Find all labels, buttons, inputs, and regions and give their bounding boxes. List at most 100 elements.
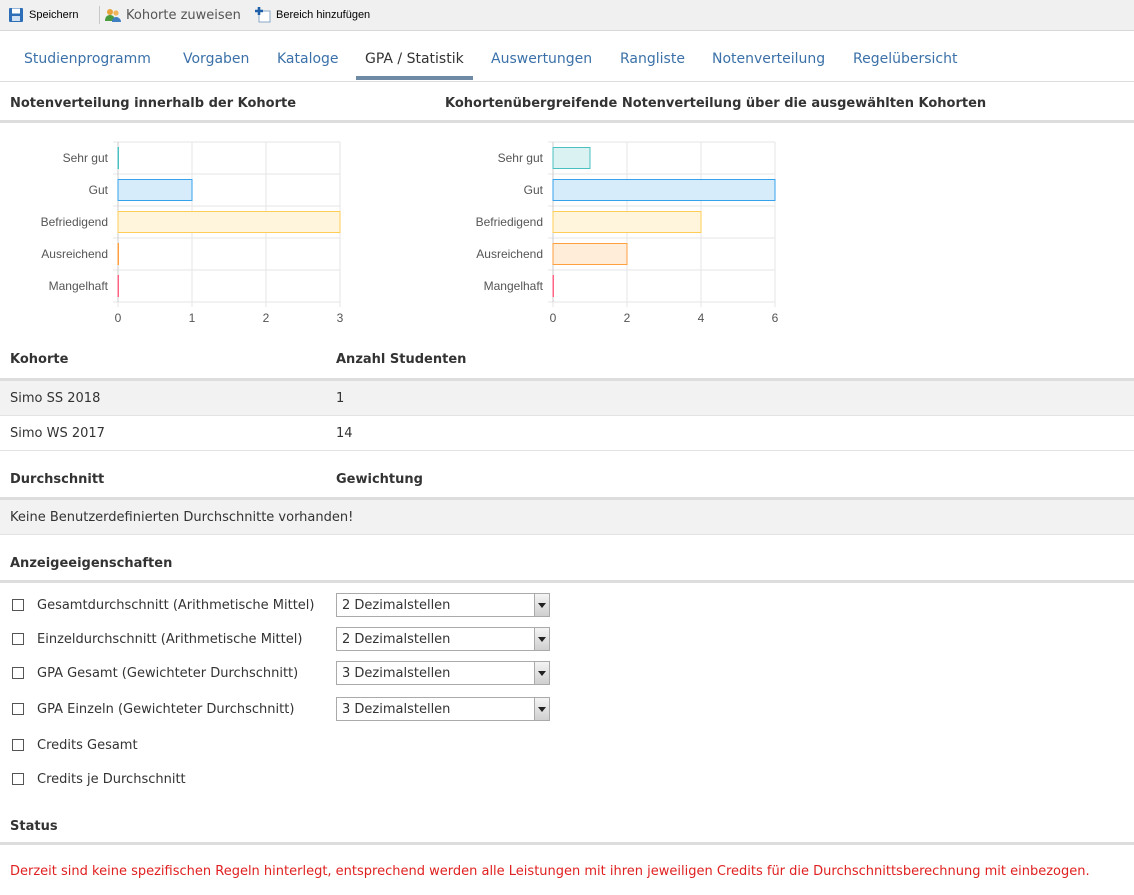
bar	[117, 275, 119, 297]
checkbox[interactable]	[12, 633, 24, 645]
checkbox[interactable]	[12, 739, 24, 751]
bar	[552, 243, 628, 265]
cohort-name: Simo SS 2018	[10, 391, 101, 406]
bar	[117, 179, 193, 201]
option-row[interactable]: GPA Einzeln (Gewichteter Durchschnitt)	[12, 697, 294, 721]
col-header-average: Durchschnitt	[10, 472, 105, 487]
option-label: Credits Gesamt	[37, 737, 138, 753]
tab-regeluebersicht[interactable]: Regelübersicht	[853, 51, 958, 67]
student-count: 14	[336, 426, 353, 441]
tab-studienprogramm[interactable]: Studienprogramm	[24, 51, 151, 67]
option-row[interactable]: Credits Gesamt	[12, 733, 138, 757]
option-label: Credits je Durchschnitt	[37, 771, 186, 787]
y-tick-label: Sehr gut	[63, 151, 109, 165]
add-section-button[interactable]: Bereich hinzufügen	[255, 0, 370, 30]
option-label: Gesamtdurchschnitt (Arithmetische Mittel…	[37, 597, 315, 613]
assign-cohort-label: Kohorte zuweisen	[126, 7, 241, 23]
y-tick-label: Befriedigend	[41, 215, 108, 229]
tab-rangliste[interactable]: Rangliste	[620, 51, 685, 67]
select-value: 3 Dezimalstellen	[342, 702, 451, 717]
checkbox[interactable]	[12, 773, 24, 785]
option-label: GPA Gesamt (Gewichteter Durchschnitt)	[37, 665, 299, 681]
save-button[interactable]: Speichern	[8, 0, 79, 30]
option-row[interactable]: Gesamtdurchschnitt (Arithmetische Mittel…	[12, 593, 314, 617]
decimals-select[interactable]: 3 Dezimalstellen	[336, 661, 550, 685]
assign-cohort-button[interactable]: Kohorte zuweisen	[105, 0, 241, 30]
option-row[interactable]: Einzeldurchschnitt (Arithmetische Mittel…	[12, 627, 302, 651]
tab-gpa-statistik[interactable]: GPA / Statistik	[365, 51, 464, 67]
decimals-select[interactable]: 2 Dezimalstellen	[336, 593, 550, 617]
display-props-title: Anzeigeeigenschaften	[10, 556, 173, 571]
bar	[552, 275, 554, 297]
active-tab-indicator	[356, 76, 473, 80]
bar	[552, 147, 591, 169]
col-header-weighting: Gewichtung	[336, 472, 423, 487]
option-label: GPA Einzeln (Gewichteter Durchschnitt)	[37, 701, 295, 717]
chart-left-title: Notenverteilung innerhalb der Kohorte	[10, 96, 297, 111]
y-tick-label: Befriedigend	[476, 215, 543, 229]
chart-right: 0 2 4 6 Sehr gut Gut Befriedigend Ausreichend Ma…	[476, 141, 779, 325]
tab-vorgaben[interactable]: Vorgaben	[183, 51, 250, 67]
x-tick-label: 4	[698, 311, 705, 325]
student-count: 1	[336, 391, 345, 406]
checkbox[interactable]	[12, 599, 24, 611]
col-header-cohort: Kohorte	[10, 352, 69, 367]
x-tick-label: 1	[189, 311, 196, 325]
add-section-label: Bereich hinzufügen	[276, 9, 371, 21]
floppy-disk-icon	[8, 7, 24, 23]
col-header-count: Anzahl Studenten	[336, 352, 467, 367]
save-label: Speichern	[29, 9, 79, 21]
status-title: Status	[10, 819, 58, 834]
bar	[117, 147, 119, 169]
table-row-empty: Keine Benutzerdefinierten Durchschnitte …	[0, 500, 1134, 535]
x-tick-label: 0	[115, 311, 122, 325]
tab-auswertungen[interactable]: Auswertungen	[491, 51, 593, 67]
y-tick-label: Gut	[524, 183, 544, 197]
option-row[interactable]: GPA Gesamt (Gewichteter Durchschnitt)	[12, 661, 298, 685]
chevron-down-icon[interactable]	[534, 628, 549, 650]
select-value: 3 Dezimalstellen	[342, 666, 451, 681]
x-tick-label: 2	[624, 311, 631, 325]
y-tick-label: Mangelhaft	[49, 279, 109, 293]
checkbox[interactable]	[12, 667, 24, 679]
decimals-select[interactable]: 2 Dezimalstellen	[336, 627, 550, 651]
x-tick-label: 0	[550, 311, 557, 325]
table-row: Simo WS 2017 14	[0, 416, 1134, 451]
tab-bar: Studienprogramm Vorgaben Kataloge GPA / …	[0, 31, 1134, 82]
select-value: 2 Dezimalstellen	[342, 598, 451, 613]
x-tick-label: 2	[263, 311, 270, 325]
x-tick-label: 6	[772, 311, 779, 325]
y-tick-label: Sehr gut	[498, 151, 544, 165]
tab-notenverteilung[interactable]: Notenverteilung	[712, 51, 826, 67]
chevron-down-icon[interactable]	[534, 662, 549, 684]
option-row[interactable]: Credits je Durchschnitt	[12, 767, 186, 791]
y-tick-label: Ausreichend	[476, 247, 543, 261]
option-label: Einzeldurchschnitt (Arithmetische Mittel…	[37, 631, 303, 647]
chart-left: 0 1 2 3 Sehr gut Gut Befriedigend Ausreichend Ma…	[41, 141, 344, 325]
toolbar: Speichern Kohorte zuweisen Bereich hinzu…	[0, 0, 1134, 31]
table-header-rule	[0, 378, 1134, 381]
chevron-down-icon[interactable]	[534, 698, 549, 720]
empty-message: Keine Benutzerdefinierten Durchschnitte …	[10, 510, 354, 525]
users-icon	[105, 7, 121, 23]
add-page-icon	[255, 7, 271, 23]
tab-kataloge[interactable]: Kataloge	[277, 51, 339, 67]
chevron-down-icon[interactable]	[534, 594, 549, 616]
bar	[117, 243, 119, 265]
x-tick-label: 3	[337, 311, 344, 325]
y-tick-label: Mangelhaft	[484, 279, 544, 293]
section-divider	[0, 120, 1134, 123]
bar	[117, 211, 341, 233]
section-divider	[0, 580, 1134, 583]
bar	[552, 179, 776, 201]
table-header-rule	[0, 497, 1134, 500]
section-divider	[0, 842, 1134, 845]
bar	[552, 211, 702, 233]
toolbar-separator	[99, 6, 100, 24]
table-row: Simo SS 2018 1	[0, 381, 1134, 416]
decimals-select[interactable]: 3 Dezimalstellen	[336, 697, 550, 721]
cohort-name: Simo WS 2017	[10, 426, 105, 441]
checkbox[interactable]	[12, 703, 24, 715]
status-message: Derzeit sind keine spezifischen Regeln h…	[10, 864, 1090, 879]
y-tick-label: Ausreichend	[41, 247, 108, 261]
